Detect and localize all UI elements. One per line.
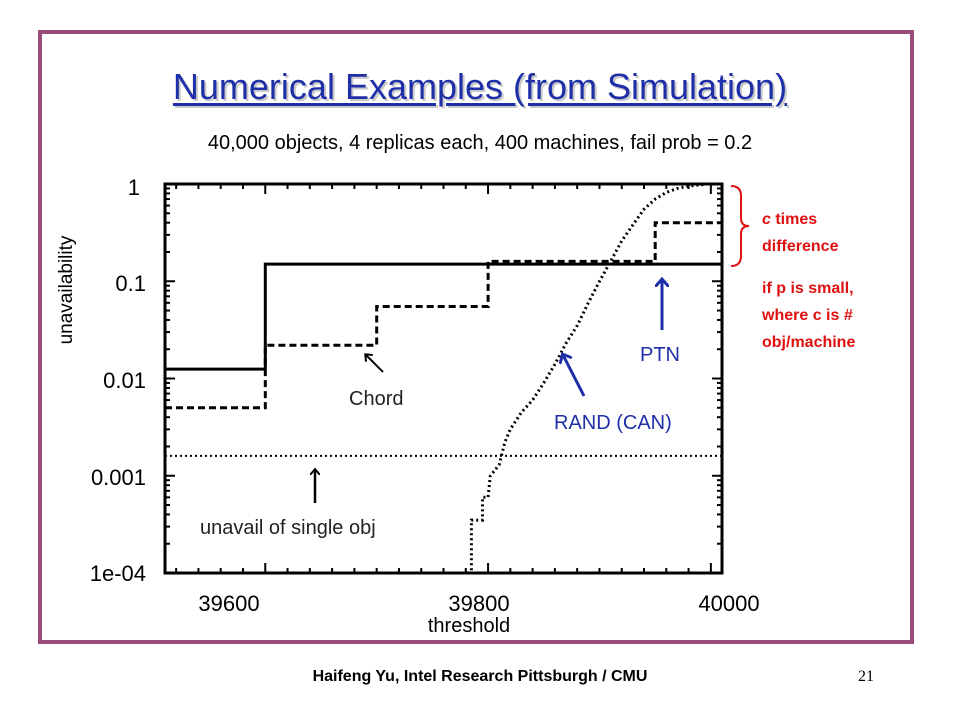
y-tick-label-0.001: 0.001	[91, 465, 146, 490]
chord-label: Chord	[349, 388, 403, 410]
y-tick-label-1: 1	[128, 175, 140, 200]
single-obj-label: unavail of single obj	[200, 517, 376, 539]
x-tick-label-39800: 39800	[448, 591, 509, 616]
y-tick-label-0.1: 0.1	[115, 271, 146, 296]
y-axis-ticks	[165, 187, 722, 574]
note-line-5: obj/machine	[762, 334, 856, 351]
y-tick-label-0.01: 0.01	[103, 368, 146, 393]
rand-can-label: RAND (CAN)	[554, 412, 672, 434]
chord-arrow-icon	[366, 355, 384, 373]
ptn-label: PTN	[640, 344, 680, 366]
note-c-italic: c	[762, 211, 771, 228]
x-tick-label-40000: 40000	[698, 591, 759, 616]
slide-frame	[38, 30, 914, 644]
difference-brace-icon	[730, 185, 750, 267]
x-tick-label-39600: 39600	[198, 591, 259, 616]
y-axis-label: unavailability	[56, 235, 77, 344]
slide-subtitle: 40,000 objects, 4 replicas each, 400 mac…	[207, 132, 753, 154]
page-number: 21	[858, 668, 874, 685]
note-line-2: difference	[762, 238, 839, 255]
note-line-1: c times	[762, 206, 817, 233]
series-layer	[165, 182, 722, 575]
series-line-ptn	[165, 262, 722, 371]
footer-credit: Haifeng Yu, Intel Research Pittsburgh / …	[312, 668, 648, 685]
plot-area-frame	[163, 182, 724, 575]
note-line-3: if p is small,	[762, 280, 854, 297]
y-tick-label-1e-04: 1e-04	[90, 561, 146, 586]
slide-title: Numerical Examples (from Simulation)	[172, 66, 788, 107]
rand-can-arrow-icon	[563, 355, 586, 397]
x-axis-ticks	[175, 184, 712, 573]
note-line-4: where c is #	[762, 307, 853, 324]
x-axis-label: threshold	[428, 615, 510, 637]
series-line-chord	[165, 221, 722, 410]
note-times-text: times	[770, 211, 818, 228]
series-line-rand-can	[469, 182, 706, 575]
